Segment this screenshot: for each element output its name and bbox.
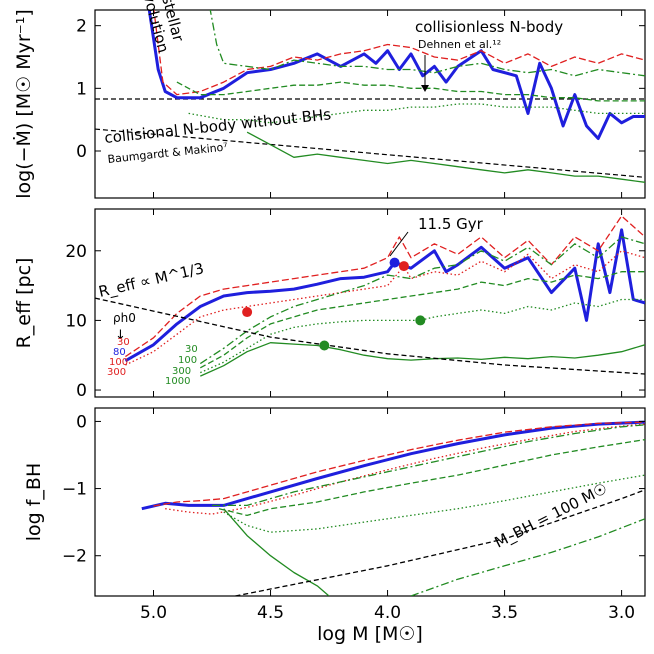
y-tick-label: 1 [76, 79, 87, 99]
mbh-label: M_BH = 100 M☉ [492, 479, 611, 552]
legend-density-value: 80 [113, 347, 126, 358]
bot-axes: 5.0 4.5 4.0 3.5 3.0 0 −1 −2 [62, 408, 645, 623]
series-green-dashed [176, 81, 645, 102]
bot-series [141, 420, 645, 596]
marker-point [319, 340, 330, 351]
reference-line-collisional [95, 128, 645, 178]
age-pointer [389, 231, 409, 257]
y-tick-label: 20 [65, 242, 87, 262]
top-ylabel: log(−Ṁ) [M☉ Myr⁻¹] [12, 9, 35, 199]
bot-ylabel: log f_BH [23, 463, 45, 542]
mid-markers [242, 257, 426, 351]
series-green-dashed [199, 271, 645, 369]
series-green-dashdot [199, 236, 645, 365]
xlabel: log M [M☉] [317, 623, 423, 645]
mid-series [95, 215, 645, 377]
series-blue-thick [147, 10, 645, 140]
y-tick-label: 0 [76, 142, 87, 162]
age-label: 11.5 Gyr [418, 215, 484, 233]
x-tick-label: 3.0 [608, 603, 635, 623]
series-green-dashdot [212, 424, 645, 507]
y-tick-label: −2 [62, 547, 87, 567]
series-blue-thick [124, 228, 645, 363]
x-tick-label: 4.5 [257, 603, 284, 623]
series-green-dashed [218, 438, 645, 517]
series-red-dotted [165, 423, 645, 515]
marker-point [415, 315, 426, 326]
series-green-solid [200, 342, 645, 377]
legend-density-value: 30 [185, 344, 198, 355]
series-mbh-dashed [235, 489, 645, 596]
scaling-label: R_eff ∝ M^1/3 [97, 259, 206, 302]
panel-bh-fraction: 5.0 4.5 4.0 3.5 3.0 0 −1 −2 M_BH = 100 M☉ log f… [23, 407, 646, 645]
legend-density-value: 1000 [165, 376, 190, 387]
rho-label: ρh0 [113, 311, 136, 325]
legend-density-value: 100 [178, 355, 197, 366]
x-tick-label: 5.0 [140, 603, 167, 623]
series-red-dashed [153, 421, 645, 507]
panel-mass-loss-frame [94, 9, 646, 199]
rho-arrow: ↓ [115, 328, 126, 343]
mid-axes: 0 10 20 [65, 209, 645, 401]
dehnen-ref-label: Dehnen et al.¹² [418, 38, 501, 51]
series-green-dotted [188, 103, 645, 124]
y-tick-label: 2 [76, 17, 87, 37]
legend-density-value: 300 [172, 366, 191, 377]
y-tick-label: 0 [76, 412, 87, 432]
series-red-dashed [125, 215, 645, 358]
panel-bh-fraction-frame [94, 407, 646, 597]
series-green-dashdot-low [410, 518, 645, 596]
series-red-dotted [125, 250, 645, 366]
collisionless-arrow-head [421, 85, 429, 92]
top-series [95, 10, 645, 183]
y-tick-label: 10 [65, 311, 87, 331]
series-green-dotted [223, 474, 645, 533]
x-tick-label: 4.0 [374, 603, 401, 623]
series-blue-thick [141, 420, 645, 511]
marker-point [389, 257, 400, 268]
series-green-dotted [200, 298, 645, 374]
y-tick-label: 0 [76, 381, 87, 401]
top-axes: 0 1 2 [76, 10, 645, 198]
legend-density-value: 300 [107, 367, 126, 378]
collisionless-label: collisionless N-body [415, 18, 563, 36]
series-green-dashdot [209, 10, 645, 77]
legend-density-value: 100 [109, 357, 128, 368]
mid-ylabel: R_eff [pc] [13, 258, 35, 349]
series-green-solid [223, 508, 330, 596]
marker-point [398, 261, 409, 272]
series-scaling-dashed [95, 297, 645, 375]
panel-mass-loss: 012 stellar evolution collisionless N-bo… [12, 0, 646, 199]
y-tick-label: −1 [62, 480, 87, 500]
legend-density-value: 30 [117, 337, 130, 348]
x-tick-label: 3.5 [491, 603, 518, 623]
series-red-dashed [153, 10, 645, 96]
series-green-solid [246, 131, 645, 183]
marker-point [242, 307, 253, 318]
